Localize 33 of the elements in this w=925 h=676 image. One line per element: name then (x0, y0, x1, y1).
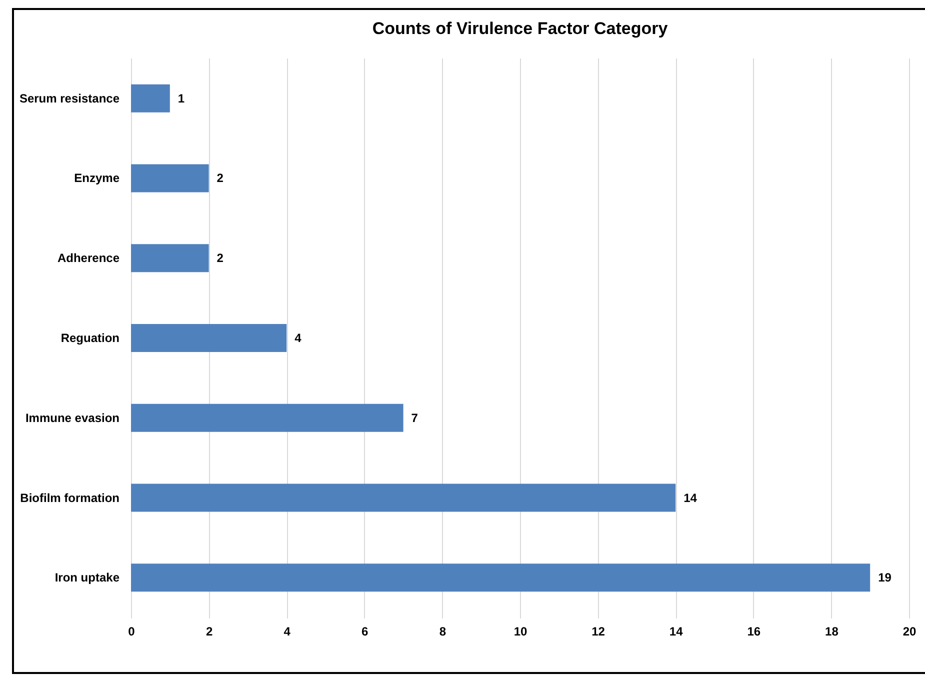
x-tick-label: 12 (592, 624, 606, 638)
bar (131, 324, 287, 352)
y-tick-label: Enzyme (74, 171, 120, 186)
x-tick-label: 14 (669, 624, 684, 638)
x-tick-label: 20 (902, 624, 916, 638)
bar (131, 404, 404, 432)
data-label: 4 (294, 331, 302, 345)
x-tick-label: 6 (362, 624, 369, 638)
x-tick-label: 4 (284, 624, 291, 638)
x-tick-label: 8 (439, 624, 446, 638)
data-label: 1 (178, 91, 185, 106)
x-tick-label: 0 (128, 624, 136, 638)
y-tick-label: Serum resistance (19, 91, 120, 106)
y-tick-label: Adherence (57, 251, 120, 266)
x-tick-label: 18 (825, 624, 839, 638)
bar (131, 244, 209, 272)
bar (131, 164, 209, 192)
bar (131, 564, 870, 592)
x-tick-label: 2 (206, 624, 213, 638)
data-label: 14 (684, 490, 698, 505)
bar (131, 84, 170, 112)
y-tick-label: Reguation (60, 331, 120, 345)
x-tick-label: 10 (514, 624, 528, 638)
bar (131, 484, 676, 512)
y-tick-label: Immune evasion (25, 410, 120, 425)
y-tick-label: Iron uptake (54, 570, 120, 585)
x-tick-label: 16 (747, 624, 761, 638)
data-label: 19 (878, 570, 892, 585)
data-label: 7 (411, 410, 418, 425)
y-tick-label: Biofilm formation (20, 490, 120, 505)
data-label: 2 (216, 171, 224, 186)
chart-title: Counts of Virulence Factor Category (372, 19, 668, 38)
data-label: 2 (216, 251, 224, 266)
